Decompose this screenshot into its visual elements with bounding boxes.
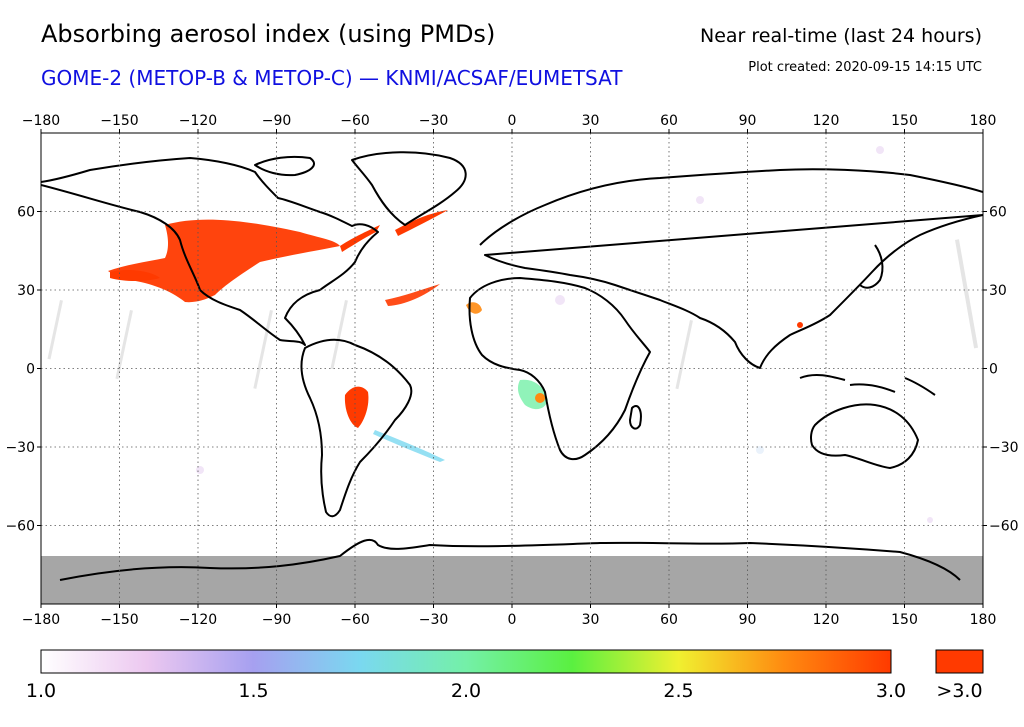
- lon-tick-label-top: −120: [179, 113, 217, 129]
- coast-madagascar: [629, 405, 642, 430]
- lon-tick-label-top: 90: [739, 113, 757, 129]
- coast-australia: [810, 403, 919, 469]
- lat-labels-left: 60 30 0 −30 −60: [5, 205, 35, 535]
- lat-tick-label-right: 0: [989, 362, 998, 378]
- map-title: Absorbing aerosol index (using PMDs): [41, 20, 496, 48]
- plume-south-america: [344, 386, 369, 428]
- tick-marks: [37, 129, 987, 608]
- lon-tick-label-bottom: 180: [970, 612, 997, 628]
- lon-tick-label-bottom: 150: [891, 612, 918, 628]
- plot-created-label: Plot created: 2020-09-15 14:15 UTC: [748, 60, 982, 75]
- lon-tick-label-top: 30: [582, 113, 600, 129]
- lon-tick-label-top: −150: [100, 113, 138, 129]
- lon-tick-label-bottom: 60: [660, 612, 678, 628]
- plume-north-america: [108, 219, 340, 303]
- coast-japan: [859, 244, 884, 289]
- coast-se-asia-islands: [799, 373, 936, 396]
- coast-south-america: [300, 338, 413, 518]
- graticule: [41, 133, 983, 604]
- lon-tick-label-bottom: −60: [340, 612, 370, 628]
- colorbar-over-label: >3.0: [936, 680, 982, 702]
- lon-labels-top: −180 −150 −120 −90 −60 −30 0 30 60 90 120 150 180: [22, 113, 997, 129]
- lon-tick-label-bottom: 30: [582, 612, 600, 628]
- plume-south-atlantic-streak: [373, 430, 445, 462]
- lat-tick-label-left: 30: [17, 283, 35, 299]
- colorbar-tick-label: 1.5: [238, 680, 268, 702]
- coast-greenland: [351, 151, 467, 226]
- plume-atlantic-streak: [385, 284, 440, 306]
- aerosol-plumes: [108, 210, 803, 462]
- map-subtitle: GOME-2 (METOP-B & METOP-C) — KNMI/ACSAF/…: [41, 66, 623, 90]
- lon-tick-label-bottom: 0: [508, 612, 517, 628]
- colorbar: [40, 649, 892, 674]
- coast-eurasia: [479, 168, 983, 369]
- lon-labels-bottom: −180 −150 −120 −90 −60 −30 0 30 60 90 120 150 180: [22, 612, 997, 628]
- lat-tick-label-right: 60: [989, 205, 1007, 221]
- lat-labels-right: 60 30 0 −30 −60: [989, 205, 1019, 535]
- lon-tick-label-top: 0: [508, 113, 517, 129]
- lon-tick-label-bottom: −120: [179, 612, 217, 628]
- lat-tick-label-left: −60: [5, 519, 35, 535]
- lon-tick-label-top: 150: [891, 113, 918, 129]
- colorbar-tick-label: 2.5: [663, 680, 693, 702]
- lon-tick-label-bottom: 90: [739, 612, 757, 628]
- plume-africa-core: [535, 393, 545, 403]
- time-window-label: Near real-time (last 24 hours): [700, 25, 982, 47]
- colorbar-tick-label: 2.0: [451, 680, 481, 702]
- lon-tick-label-top: −180: [22, 113, 60, 129]
- lon-tick-label-bottom: −150: [100, 612, 138, 628]
- lon-tick-label-top: −30: [419, 113, 449, 129]
- colorbar-labels: 1.0 1.5 2.0 2.5 3.0: [26, 680, 906, 702]
- lat-tick-label-right: 30: [989, 283, 1007, 299]
- lon-tick-label-top: 180: [970, 113, 997, 129]
- noise-speckle: [47, 146, 979, 523]
- lon-tick-label-top: −60: [340, 113, 370, 129]
- plume-north-atlantic: [395, 210, 448, 236]
- colorbar-over-swatch: [935, 649, 984, 674]
- plume-pacific-arc: [110, 270, 160, 281]
- lat-tick-label-left: −30: [5, 440, 35, 456]
- coast-antarctica: [59, 538, 961, 581]
- lon-tick-label-top: 60: [660, 113, 678, 129]
- coast-north-america: [41, 157, 379, 346]
- lat-tick-label-left: 0: [26, 362, 35, 378]
- colorbar-tick-label: 3.0: [876, 680, 906, 702]
- lat-tick-label-right: −60: [989, 519, 1019, 535]
- colorbar-tick-label: 1.0: [26, 680, 56, 702]
- map-layers: [41, 133, 983, 604]
- lon-tick-label-bottom: −30: [419, 612, 449, 628]
- lon-tick-label-bottom: 120: [813, 612, 840, 628]
- lon-tick-label-top: 120: [813, 113, 840, 129]
- coast-africa: [468, 277, 651, 461]
- plume-asia-spot: [797, 322, 803, 328]
- lon-tick-label-bottom: −90: [262, 612, 292, 628]
- lat-tick-label-right: −30: [989, 440, 1019, 456]
- lon-tick-label-bottom: −180: [22, 612, 60, 628]
- plume-north-america-tail: [340, 225, 380, 252]
- coastlines: [41, 151, 983, 581]
- coast-arctic-islands: [254, 155, 315, 177]
- lat-tick-label-left: 60: [17, 205, 35, 221]
- lon-tick-label-top: −90: [262, 113, 292, 129]
